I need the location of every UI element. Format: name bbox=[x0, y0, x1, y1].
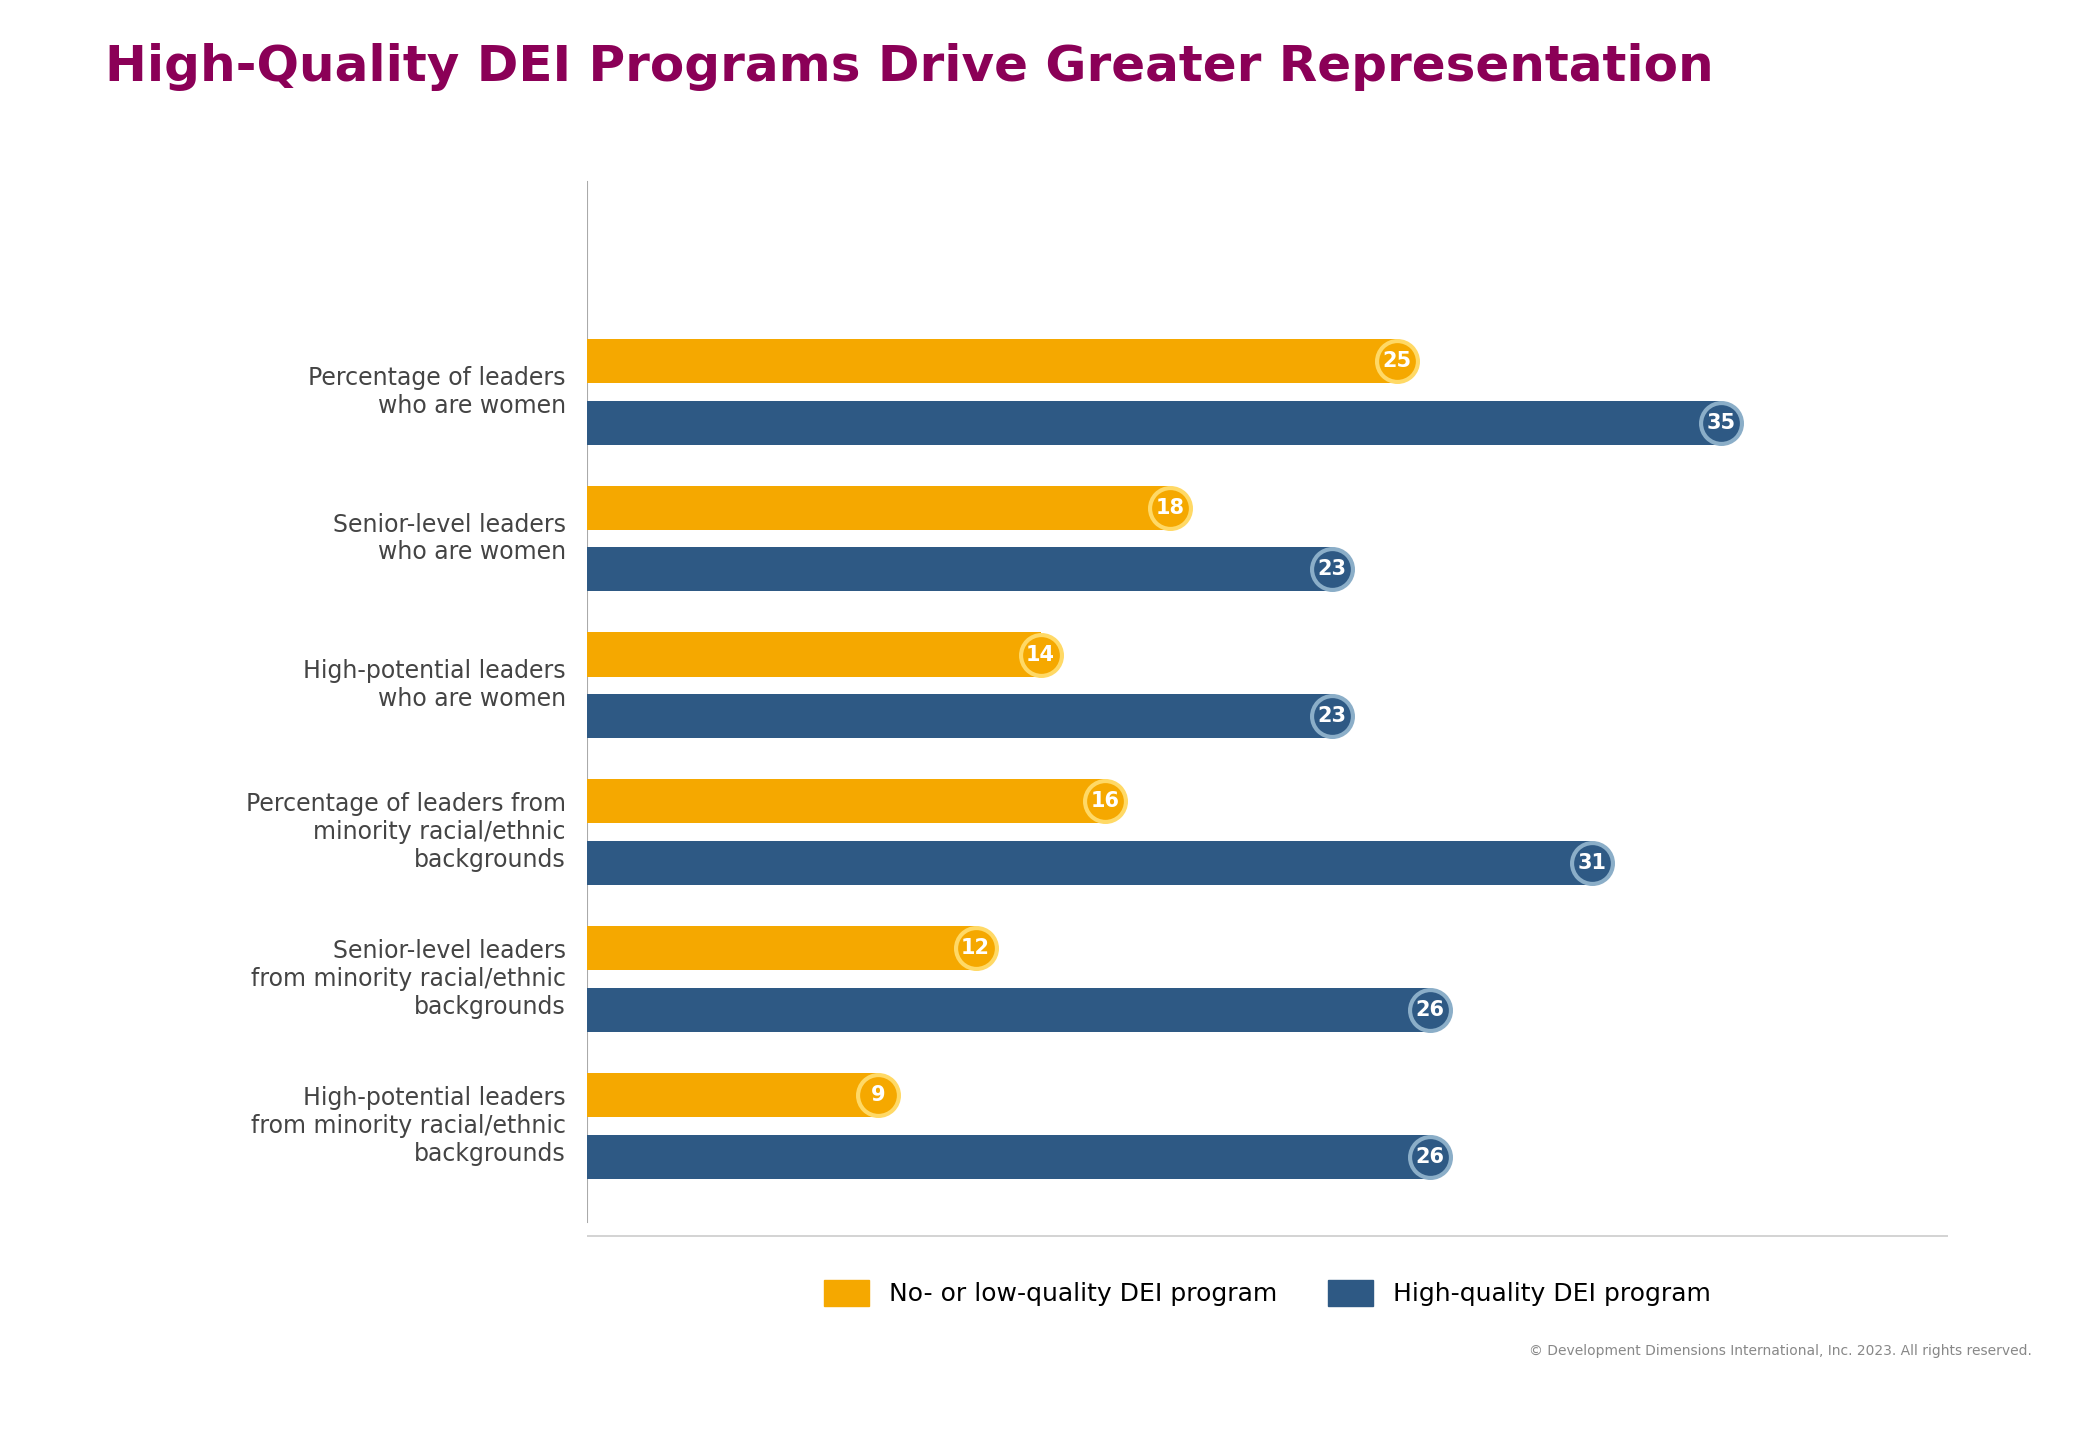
Point bbox=[960, 936, 993, 959]
Legend: No- or low-quality DEI program, High-quality DEI program: No- or low-quality DEI program, High-qua… bbox=[815, 1270, 1720, 1316]
Text: 26: 26 bbox=[1414, 1146, 1443, 1166]
Point bbox=[1705, 412, 1739, 434]
Point bbox=[1705, 412, 1739, 434]
Point bbox=[1381, 350, 1414, 373]
Bar bbox=[587, 926, 976, 970]
Bar bbox=[587, 1135, 1429, 1179]
Point bbox=[861, 1083, 895, 1106]
Text: 23: 23 bbox=[1318, 706, 1347, 726]
Bar bbox=[587, 486, 1171, 530]
Point bbox=[1381, 350, 1414, 373]
Point bbox=[1024, 643, 1058, 666]
Point bbox=[1089, 790, 1123, 813]
Text: 12: 12 bbox=[962, 937, 991, 957]
Point bbox=[1412, 1145, 1446, 1167]
Point bbox=[1089, 790, 1123, 813]
Point bbox=[861, 1083, 895, 1106]
Bar bbox=[587, 1073, 878, 1117]
Bar bbox=[587, 840, 1592, 885]
Text: 31: 31 bbox=[1578, 853, 1607, 873]
Text: 18: 18 bbox=[1156, 497, 1184, 517]
Point bbox=[1575, 852, 1609, 875]
Bar bbox=[587, 694, 1332, 739]
Text: 23: 23 bbox=[1318, 559, 1347, 579]
Text: 14: 14 bbox=[1027, 644, 1056, 664]
Point bbox=[1412, 999, 1446, 1022]
Bar bbox=[587, 339, 1397, 383]
Bar bbox=[587, 633, 1041, 676]
Bar bbox=[587, 779, 1106, 823]
Point bbox=[1316, 704, 1349, 727]
Bar bbox=[587, 987, 1429, 1032]
Text: 35: 35 bbox=[1707, 413, 1737, 433]
Point bbox=[1412, 1145, 1446, 1167]
Bar bbox=[587, 400, 1722, 444]
Text: High-Quality DEI Programs Drive Greater Representation: High-Quality DEI Programs Drive Greater … bbox=[105, 43, 1714, 91]
Text: © Development Dimensions International, Inc. 2023. All rights reserved.: © Development Dimensions International, … bbox=[1529, 1343, 2032, 1358]
Text: 26: 26 bbox=[1414, 1000, 1443, 1020]
Point bbox=[1024, 643, 1058, 666]
Text: 9: 9 bbox=[872, 1085, 886, 1105]
Point bbox=[1154, 496, 1188, 519]
Point bbox=[1316, 557, 1349, 580]
Point bbox=[1316, 704, 1349, 727]
Point bbox=[1412, 999, 1446, 1022]
Text: 16: 16 bbox=[1091, 792, 1121, 812]
Bar bbox=[587, 547, 1332, 592]
Point bbox=[1575, 852, 1609, 875]
Point bbox=[1154, 496, 1188, 519]
Text: 25: 25 bbox=[1383, 352, 1412, 372]
Point bbox=[960, 936, 993, 959]
Point bbox=[1316, 557, 1349, 580]
